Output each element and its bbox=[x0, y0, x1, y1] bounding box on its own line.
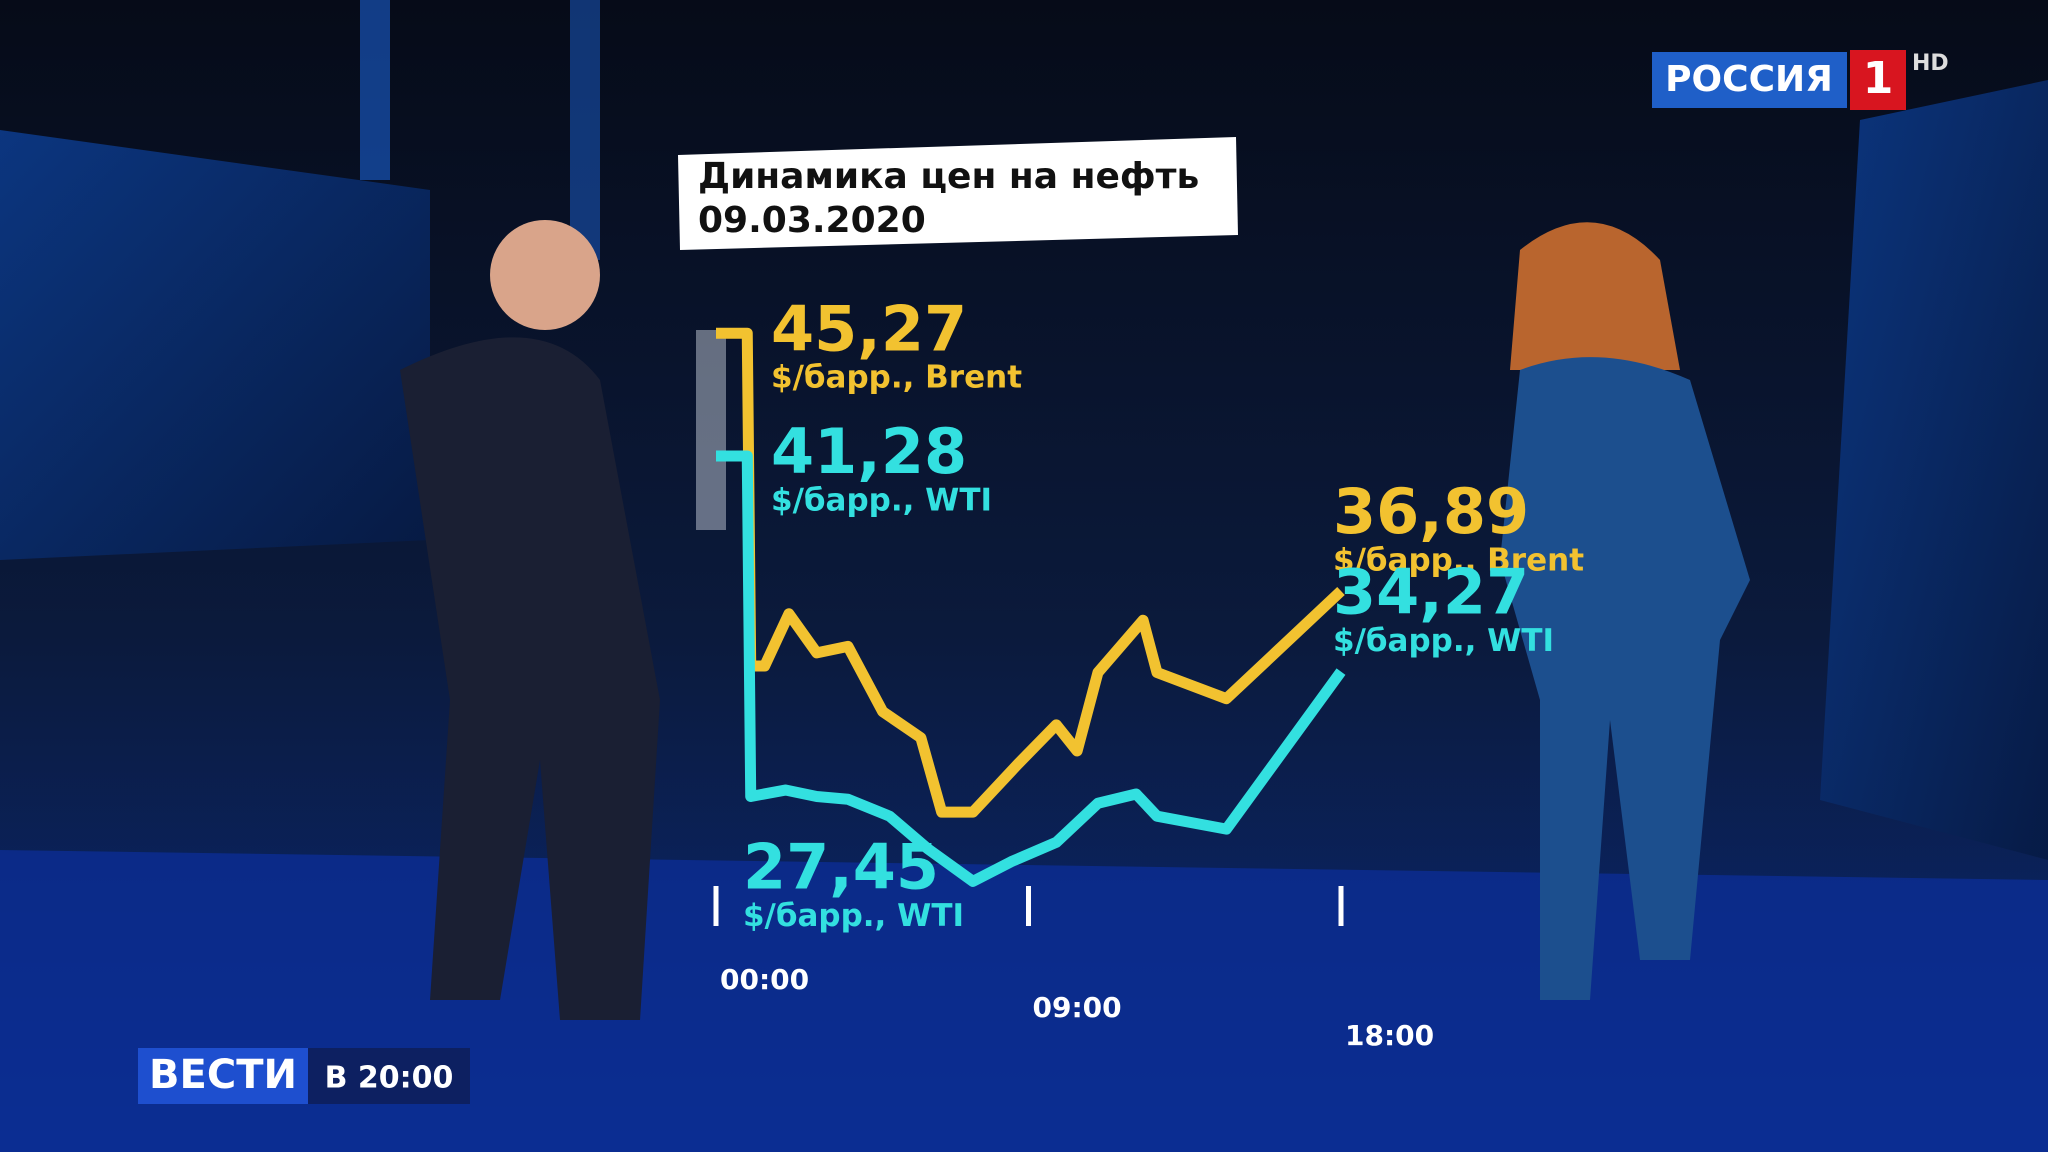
program-time: В 20:00 bbox=[325, 1061, 454, 1096]
light-pillar bbox=[570, 0, 600, 260]
value-label: 27,45 bbox=[743, 830, 939, 903]
value-unit: $/барр., WTI bbox=[743, 898, 964, 934]
presenter-right bbox=[1500, 222, 1750, 1001]
value-label: 36,89 bbox=[1333, 475, 1529, 548]
x-tick-label: 09:00 bbox=[1033, 991, 1122, 1024]
chart-subtitle: 09.03.2020 bbox=[698, 200, 926, 241]
x-tick-label: 00:00 bbox=[720, 963, 809, 996]
series-line bbox=[716, 327, 1345, 818]
value-unit: $/барр., Brent bbox=[771, 360, 1022, 396]
presenter-left bbox=[400, 220, 660, 1020]
floor bbox=[0, 850, 2048, 1152]
light-pillar bbox=[360, 0, 390, 180]
value-label: 45,27 bbox=[771, 292, 967, 365]
program-time-badge bbox=[308, 1048, 470, 1104]
left-screen bbox=[0, 130, 430, 560]
channel-number: 1 bbox=[1863, 53, 1894, 104]
chart-panel bbox=[696, 330, 726, 530]
chart-title: Динамика цен на нефть bbox=[698, 156, 1199, 197]
value-label: 34,27 bbox=[1333, 556, 1529, 629]
right-screen bbox=[1820, 80, 2048, 860]
value-unit: $/барр., Brent bbox=[1333, 543, 1584, 579]
channel-badge bbox=[1652, 52, 1847, 108]
title-card bbox=[678, 137, 1238, 250]
series-line bbox=[716, 450, 1346, 887]
value-unit: $/барр., WTI bbox=[771, 482, 992, 518]
channel-number-badge bbox=[1850, 50, 1906, 110]
program-name: ВЕСТИ bbox=[149, 1052, 297, 1098]
value-unit: $/барр., WTI bbox=[1333, 623, 1554, 659]
value-label: 41,28 bbox=[771, 415, 967, 488]
channel-name: РОССИЯ bbox=[1665, 59, 1833, 100]
program-badge bbox=[138, 1048, 308, 1104]
channel-quality: HD bbox=[1912, 51, 1949, 76]
x-tick-label: 18:00 bbox=[1345, 1019, 1434, 1052]
